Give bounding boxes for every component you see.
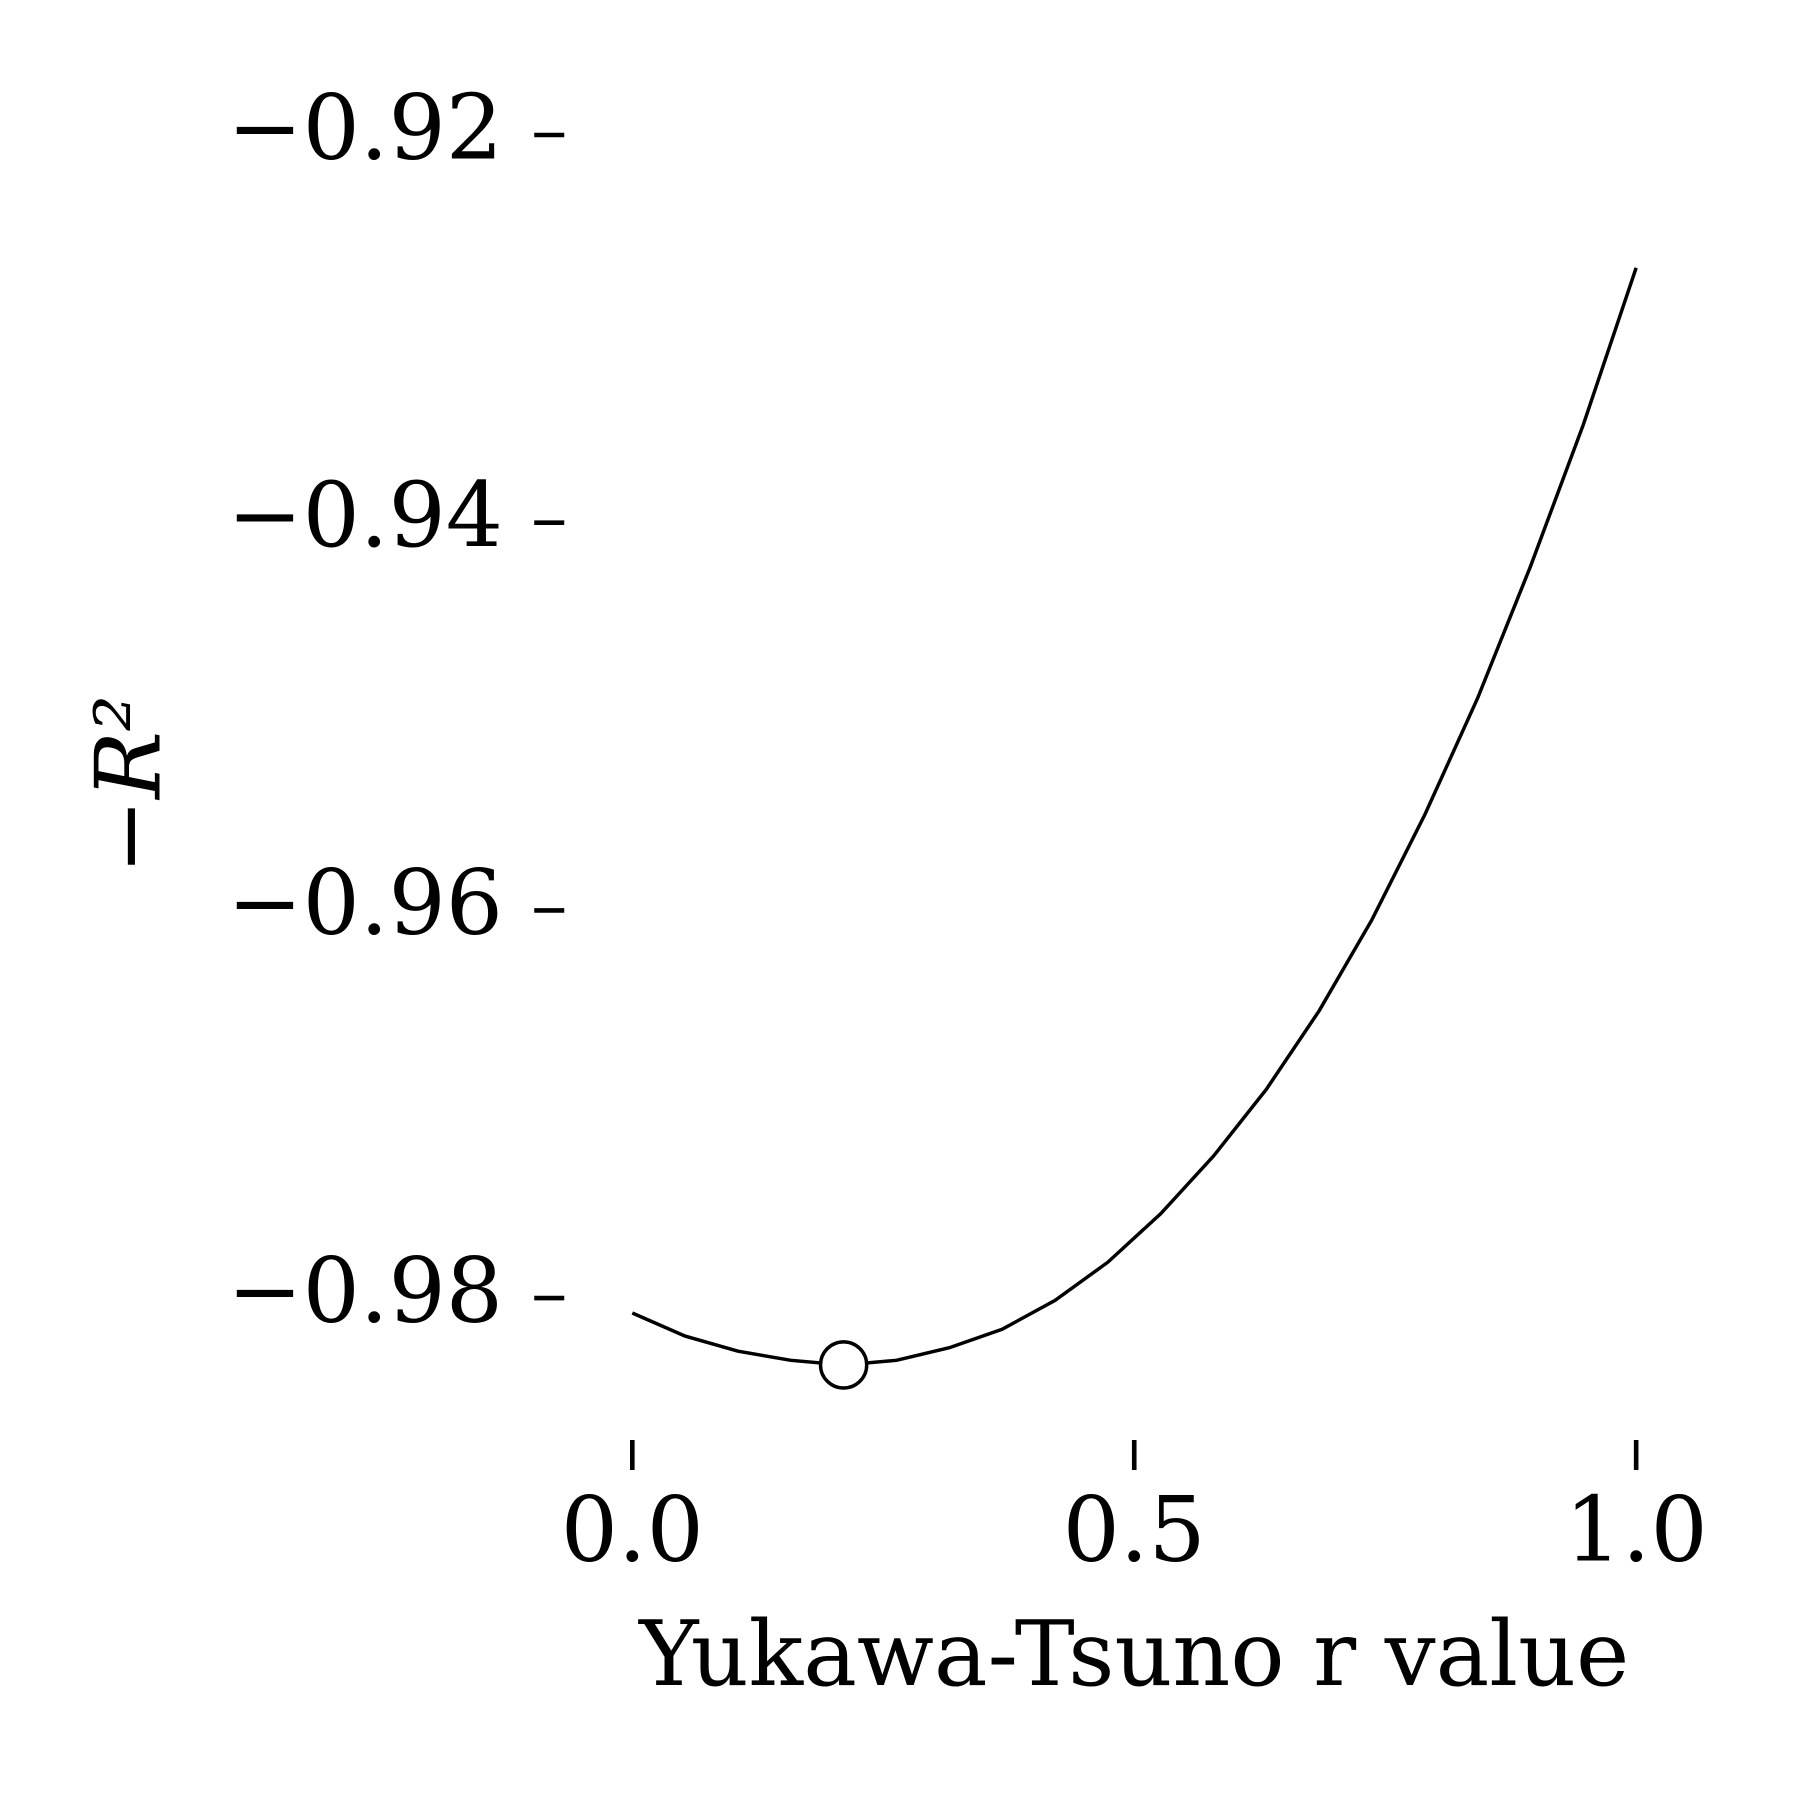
minimum-marker xyxy=(818,1340,869,1390)
y-tick-label: −0.98 xyxy=(227,1238,503,1343)
x-tick-label: 0.5 xyxy=(1063,1477,1206,1582)
y-tick-label: −0.94 xyxy=(227,463,503,568)
y-tick-label: −0.96 xyxy=(227,851,503,956)
line xyxy=(631,267,1638,1367)
y-axis-label: −R² xyxy=(76,695,181,874)
y-tick-label: −0.92 xyxy=(227,75,503,180)
x-axis-label: Yukawa-Tsuno r value xyxy=(637,1602,1629,1707)
x-tick-label: 0.0 xyxy=(561,1477,704,1582)
x-tick-label: 1.0 xyxy=(1565,1477,1708,1582)
